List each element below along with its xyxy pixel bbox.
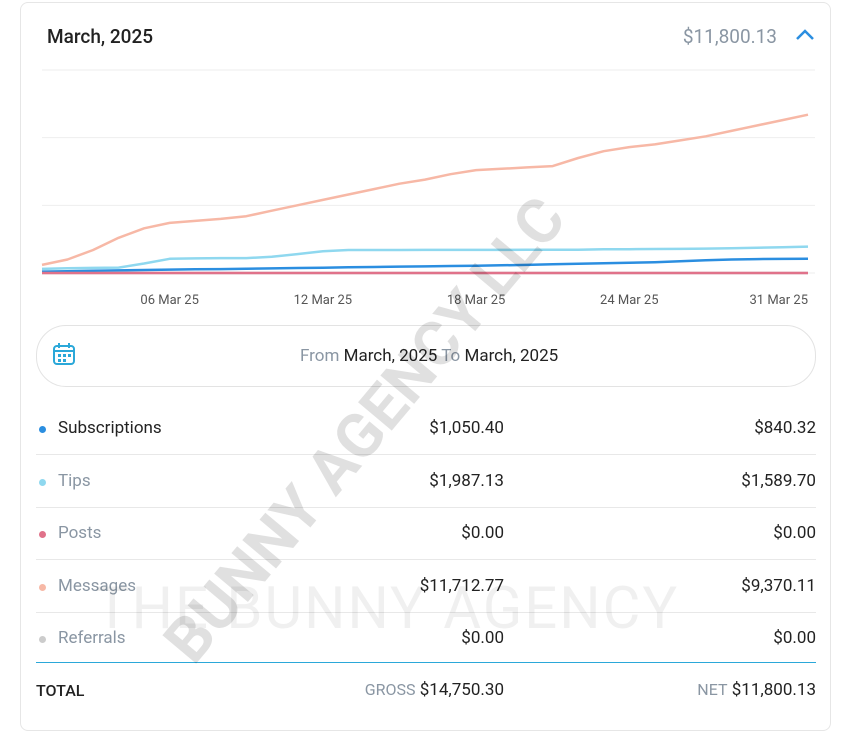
date-range[interactable] bbox=[36, 325, 816, 387]
watermark: THE BUNNY AGENCY bbox=[95, 575, 680, 643]
row-name: Referrals bbox=[58, 628, 126, 648]
table-row[interactable]: Referrals $0.00 $0.00 bbox=[36, 612, 816, 664]
x-tick-label: 12 Mar 25 bbox=[294, 293, 353, 308]
row-gross: $0.00 bbox=[461, 628, 504, 648]
row-net: $0.00 bbox=[773, 628, 816, 648]
legend-dot bbox=[39, 531, 46, 538]
table-row[interactable]: Posts $0.00 $0.00 bbox=[36, 507, 816, 559]
card bbox=[20, 2, 831, 731]
range-text: From March, 2025 To March, 2025 bbox=[300, 346, 558, 366]
legend-dot bbox=[39, 426, 46, 433]
legend-dot bbox=[39, 583, 46, 591]
to-value: March, 2025 bbox=[464, 346, 559, 366]
row-net: $0.00 bbox=[773, 523, 816, 543]
row-gross: $11,712.77 bbox=[419, 575, 504, 596]
table-row[interactable]: Subscriptions $1,050.40 $840.32 bbox=[36, 402, 816, 454]
row-name: Subscriptions bbox=[58, 418, 162, 438]
series-line bbox=[41, 257, 809, 273]
series-line bbox=[41, 245, 809, 271]
chart: 06 Mar 25 12 Mar 25 18 Mar 25 24 Mar 25 31 M… bbox=[41, 69, 815, 308]
x-tick-label: 06 Mar 25 bbox=[140, 293, 199, 308]
row-net: $840.32 bbox=[754, 418, 816, 438]
calendar-icon[interactable] bbox=[52, 342, 76, 366]
row-gross: $0.00 bbox=[461, 523, 504, 543]
table-row[interactable]: Tips $1,987.13 $1,589.70 bbox=[36, 455, 816, 507]
row-net: $1,589.70 bbox=[741, 470, 816, 491]
from-label: From bbox=[300, 346, 340, 366]
series-line bbox=[41, 113, 809, 267]
row-divider bbox=[36, 454, 816, 455]
month-title: March, 2025 bbox=[47, 25, 154, 48]
x-tick-label: 18 Mar 25 bbox=[447, 293, 506, 308]
row-divider bbox=[36, 611, 816, 613]
collapse-button[interactable] bbox=[794, 27, 816, 43]
total-gross: GROSS $14,750.30 bbox=[365, 680, 504, 700]
to-label: To bbox=[441, 346, 461, 366]
x-tick-label: 31 Mar 25 bbox=[750, 293, 809, 308]
legend-dot bbox=[39, 478, 46, 486]
row-divider bbox=[36, 506, 816, 508]
total-net: NET $11,800.13 bbox=[697, 680, 816, 700]
total-label: TOTAL bbox=[36, 681, 85, 700]
net-value: $11,800.13 bbox=[731, 680, 816, 700]
row-name: Tips bbox=[58, 470, 91, 491]
row-divider bbox=[36, 559, 816, 560]
row-name: Posts bbox=[58, 523, 102, 543]
x-tick-label: 24 Mar 25 bbox=[600, 293, 659, 308]
row-gross: $1,987.13 bbox=[429, 470, 504, 491]
net-label: NET bbox=[697, 680, 728, 699]
gross-label: GROSS bbox=[364, 680, 416, 699]
total-divider bbox=[36, 662, 816, 663]
table-row[interactable]: Messages $11,712.77 $9,370.11 bbox=[36, 560, 816, 612]
gross-value: $14,750.30 bbox=[419, 680, 504, 700]
header-amount: $11,800.13 bbox=[682, 25, 777, 48]
legend-dot bbox=[39, 636, 46, 643]
row-net: $9,370.11 bbox=[741, 575, 816, 596]
from-value: March, 2025 bbox=[343, 346, 438, 366]
row-name: Messages bbox=[58, 575, 136, 596]
row-gross: $1,050.40 bbox=[429, 418, 504, 438]
